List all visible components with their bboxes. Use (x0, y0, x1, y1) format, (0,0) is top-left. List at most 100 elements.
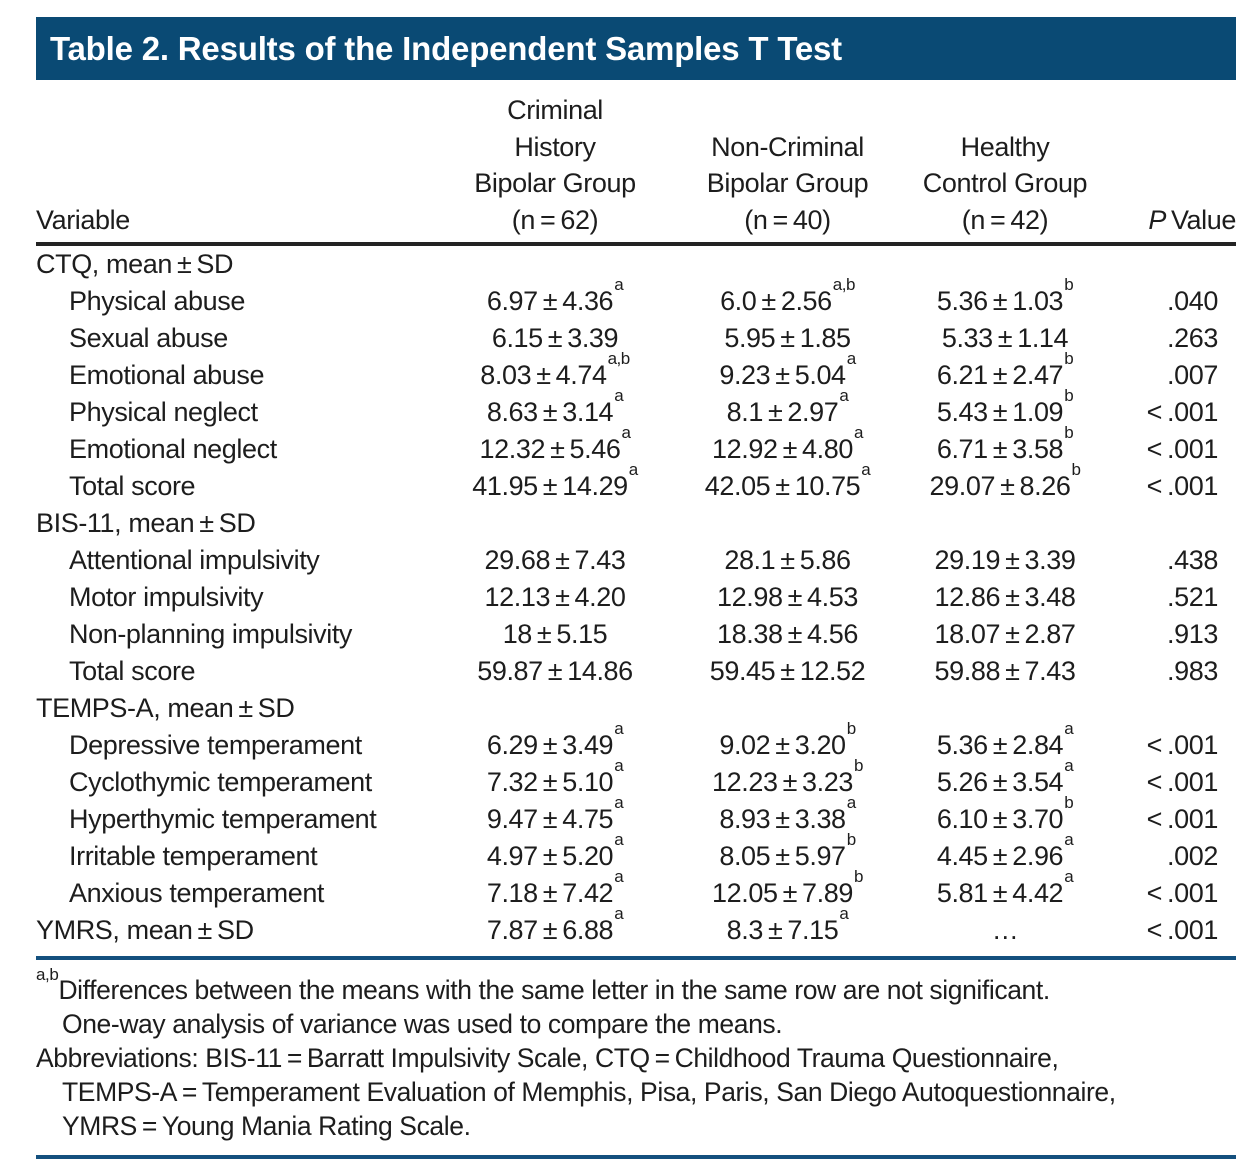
p-value: < .001 (1146, 804, 1219, 834)
healthy-control-cell: 12.86 ± 3.48 (890, 579, 1120, 616)
variable-label: Emotional neglect (69, 434, 277, 464)
footnotes: a,bDifferences between the means with th… (36, 966, 1236, 1143)
criminal-bipolar-cell (425, 690, 685, 727)
cell-value: 59.87 ± 14.86 (477, 656, 633, 686)
p-value-cell: < .001 (1120, 394, 1236, 431)
col-header-healthy-control-group: Healthy Control Group (n = 42) (890, 80, 1120, 246)
significance-superscript: b (1064, 349, 1074, 368)
noncriminal-bipolar-cell: 28.1 ± 5.86 (685, 542, 890, 579)
significance-superscript: b (846, 830, 856, 849)
p-value: .438 (1167, 545, 1218, 575)
p-value-cell: .521 (1120, 579, 1236, 616)
variable-cell: CTQ, mean ± SD (36, 244, 425, 283)
significance-superscript: a (614, 904, 624, 923)
table-row: Anxious temperament 7.18 ± 7.42a 12.05 ±… (36, 868, 1236, 912)
p-value: .913 (1167, 619, 1218, 649)
footnote-abbreviations-line2: TEMPS-A = Temperament Evaluation of Memp… (62, 1077, 1116, 1107)
p-value-cell: .913 (1120, 616, 1236, 653)
p-value: .040 (1167, 286, 1218, 316)
p-value: .007 (1167, 360, 1218, 390)
variable-label: Cyclothymic temperament (69, 767, 372, 797)
cell-value: 6.29 ± 3.49 (486, 730, 614, 760)
variable-cell: Emotional neglect (36, 431, 425, 468)
noncriminal-bipolar-cell: 42.05 ± 10.75a (685, 461, 890, 505)
table-row: Emotional neglect 12.32 ± 5.46a 12.92 ± … (36, 424, 1236, 468)
noncriminal-bipolar-cell (685, 690, 890, 727)
noncriminal-bipolar-cell: 6.0 ± 2.56a,b (685, 276, 890, 320)
criminal-bipolar-cell: 12.32 ± 5.46a (425, 424, 685, 468)
table-row: Irritable temperament 4.97 ± 5.20a 8.05 … (36, 831, 1236, 875)
significance-superscript: b (853, 867, 863, 886)
cell-value: 18 ± 5.15 (502, 619, 608, 649)
cell-value: 7.87 ± 6.88 (486, 915, 614, 945)
p-value-label-rest: Value (1165, 204, 1236, 235)
significance-superscript: b (846, 719, 856, 738)
table-row: Cyclothymic temperament 7.32 ± 5.10a 12.… (36, 757, 1236, 801)
p-value: .521 (1167, 582, 1218, 612)
p-value: .983 (1167, 656, 1218, 686)
significance-superscript: a (614, 386, 624, 405)
p-value-cell: < .001 (1120, 912, 1236, 949)
header-row: Variable Criminal History Bipolar Group … (36, 80, 1236, 246)
cell-value: 12.98 ± 4.53 (717, 582, 858, 612)
criminal-bipolar-cell: 41.95 ± 14.29a (425, 461, 685, 505)
healthy-control-cell (890, 505, 1120, 542)
p-value-cell: .438 (1120, 542, 1236, 579)
significance-superscript: a (621, 423, 631, 442)
healthy-control-cell: 5.81 ± 4.42a (890, 868, 1120, 912)
table-row: Hyperthymic temperament 9.47 ± 4.75a 8.9… (36, 794, 1236, 838)
variable-cell: BIS-11, mean ± SD (36, 505, 425, 542)
noncriminal-bipolar-cell: 12.23 ± 3.23b (685, 757, 890, 801)
cell-value: 28.1 ± 5.86 (724, 545, 851, 575)
table-row: BIS-11, mean ± SD (36, 505, 1236, 542)
p-value-cell (1120, 690, 1236, 727)
noncriminal-bipolar-cell: 12.92 ± 4.80a (685, 424, 890, 468)
criminal-bipolar-cell: 18 ± 5.15 (425, 616, 685, 653)
p-value-cell: < .001 (1120, 431, 1236, 468)
significance-superscript: a (614, 756, 624, 775)
cell-value: 12.92 ± 4.80 (712, 434, 853, 464)
variable-cell: YMRS, mean ± SD (36, 912, 425, 949)
healthy-control-cell (890, 690, 1120, 727)
table-row: TEMPS-A, mean ± SD (36, 690, 1236, 727)
cell-value: 6.71 ± 3.58 (936, 434, 1064, 464)
variable-cell: Physical neglect (36, 394, 425, 431)
table-row: Total score 59.87 ± 14.86 59.45 ± 12.52 … (36, 653, 1236, 690)
table-row: YMRS, mean ± SD 7.87 ± 6.88a 8.3 ± 7.15a… (36, 905, 1236, 949)
cell-value: 59.45 ± 12.52 (709, 656, 866, 686)
variable-cell: Sexual abuse (36, 320, 425, 357)
variable-label: Hyperthymic temperament (69, 804, 377, 834)
variable-label: CTQ, mean ± SD (36, 249, 234, 279)
cell-value: 29.19 ± 3.39 (934, 545, 1076, 575)
cell-value: … (991, 915, 1019, 945)
footnote-significance: a,bDifferences between the means with th… (36, 966, 1236, 1007)
cell-value: 41.95 ± 14.29 (472, 471, 628, 501)
cell-value: 5.43 ± 1.09 (936, 397, 1064, 427)
variable-cell: Anxious temperament (36, 875, 425, 912)
p-value-cell: .040 (1120, 283, 1236, 320)
variable-cell: Physical abuse (36, 283, 425, 320)
healthy-control-cell: 5.33 ± 1.14 (890, 320, 1120, 357)
significance-superscript: b (1071, 460, 1081, 479)
p-value-cell: .263 (1120, 320, 1236, 357)
criminal-bipolar-cell: 12.13 ± 4.20 (425, 579, 685, 616)
footnote-superscript-ab: a,b (36, 965, 59, 985)
table-title: Table 2. Results of the Independent Samp… (36, 17, 1236, 80)
p-value: .002 (1167, 841, 1218, 871)
p-value-cell: .983 (1120, 653, 1236, 690)
noncriminal-bipolar-cell (685, 505, 890, 542)
significance-superscript: a (1064, 867, 1074, 886)
variable-label: Total score (69, 471, 196, 501)
variable-label: Total score (69, 656, 196, 686)
healthy-control-cell (890, 244, 1120, 283)
cell-value: 8.1 ± 2.97 (726, 397, 839, 427)
cell-value: 12.23 ± 3.23 (712, 767, 853, 797)
cell-value: 8.93 ± 3.38 (719, 804, 846, 834)
variable-cell: Attentional impulsivity (36, 542, 425, 579)
p-value-italic-p: P (1148, 204, 1166, 235)
variable-label: Emotional abuse (69, 360, 265, 390)
significance-superscript: a (614, 793, 624, 812)
healthy-control-cell: 6.71 ± 3.58b (890, 424, 1120, 468)
significance-superscript: a (853, 423, 863, 442)
